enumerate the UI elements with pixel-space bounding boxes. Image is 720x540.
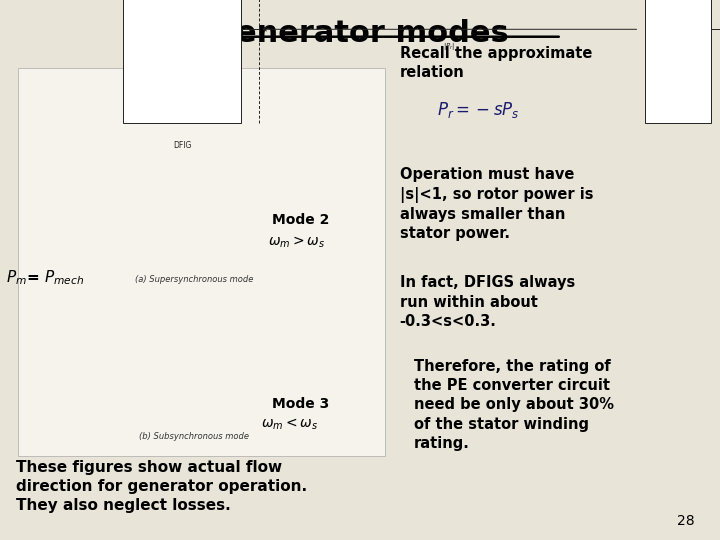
Text: Mode 3: Mode 3 bbox=[272, 397, 330, 411]
FancyBboxPatch shape bbox=[122, 0, 241, 123]
Text: Recall the approximate
relation: Recall the approximate relation bbox=[400, 46, 592, 80]
Text: $\omega_m > \omega_s$: $\omega_m > \omega_s$ bbox=[268, 235, 325, 251]
Text: Generator modes: Generator modes bbox=[211, 19, 509, 48]
Text: (a) Supersynchronous mode: (a) Supersynchronous mode bbox=[135, 275, 253, 285]
Text: $|P_r|$: $|P_r|$ bbox=[443, 41, 456, 52]
Text: DFIG: DFIG bbox=[173, 140, 192, 150]
FancyBboxPatch shape bbox=[645, 0, 711, 123]
Text: Mode 2: Mode 2 bbox=[272, 213, 330, 227]
Text: Therefore, the rating of
the PE converter circuit
need be only about 30%
of the : Therefore, the rating of the PE converte… bbox=[414, 359, 614, 451]
Text: 28: 28 bbox=[678, 514, 695, 528]
Text: $P_r = -sP_s$: $P_r = -sP_s$ bbox=[438, 100, 520, 120]
Text: $P_m$= $P_{mech}$: $P_m$= $P_{mech}$ bbox=[6, 269, 84, 287]
FancyBboxPatch shape bbox=[18, 68, 385, 456]
Text: $\omega_m < \omega_s$: $\omega_m < \omega_s$ bbox=[261, 417, 318, 433]
Text: Operation must have
|s|<1, so rotor power is
always smaller than
stator power.: Operation must have |s|<1, so rotor powe… bbox=[400, 167, 593, 241]
Text: In fact, DFIGS always
run within about
-0.3<s<0.3.: In fact, DFIGS always run within about -… bbox=[400, 275, 575, 329]
Text: (b) Subsynchronous mode: (b) Subsynchronous mode bbox=[140, 432, 249, 441]
Text: These figures show actual flow
direction for generator operation.
They also negl: These figures show actual flow direction… bbox=[16, 460, 307, 514]
